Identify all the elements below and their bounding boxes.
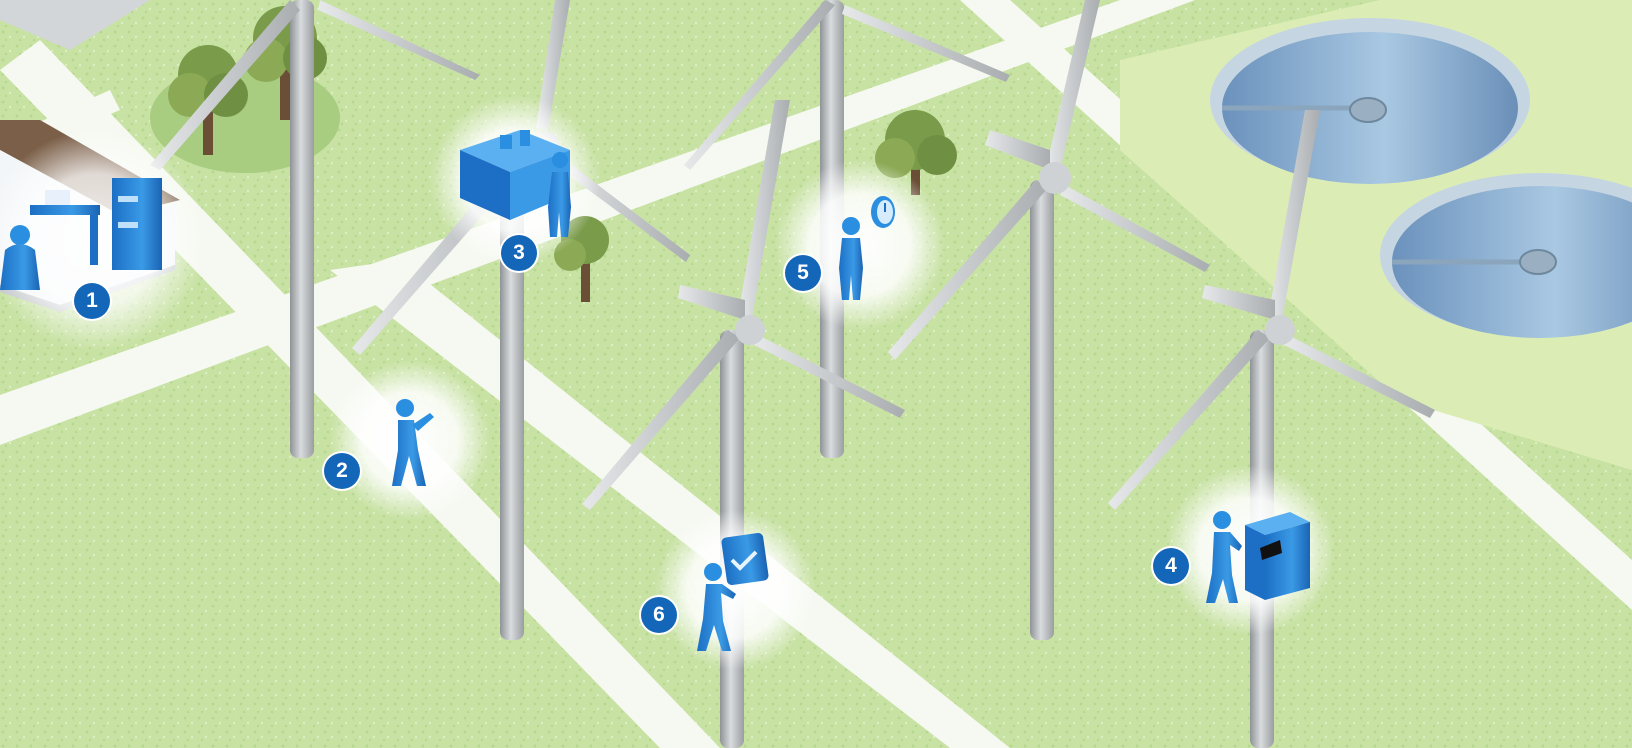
cabinet-operator-icon xyxy=(1206,511,1310,603)
wind-turbine xyxy=(1108,110,1435,748)
clarifier-tank-2 xyxy=(1380,173,1632,338)
technician-with-wrench-icon xyxy=(392,399,434,486)
building-corner xyxy=(0,0,150,50)
wind-turbine xyxy=(888,0,1210,640)
marker-2[interactable]: 2 xyxy=(324,453,360,489)
marker-1[interactable]: 1 xyxy=(74,283,110,319)
tree-icon xyxy=(875,110,957,195)
marker-5[interactable]: 5 xyxy=(785,255,821,291)
clarifier-tank-1 xyxy=(1210,18,1530,184)
marker-6[interactable]: 6 xyxy=(641,597,677,633)
operator-with-clock-icon xyxy=(839,196,895,300)
wind-turbines xyxy=(150,0,1435,748)
worker-with-checklist-icon xyxy=(697,532,769,651)
marker-4[interactable]: 4 xyxy=(1153,548,1189,584)
marker-3[interactable]: 3 xyxy=(501,235,537,271)
office-desk-icon xyxy=(0,178,162,290)
control-unit-operator-icon xyxy=(460,130,571,237)
wind-turbine xyxy=(150,0,480,458)
